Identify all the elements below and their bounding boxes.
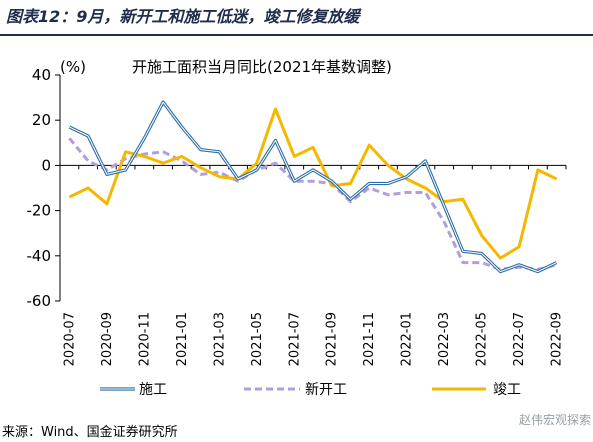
y-tick-label: 40 (32, 66, 51, 84)
legend-completions-label: 竣工 (493, 382, 521, 398)
x-tick-label: 2022-07 (512, 312, 527, 366)
watermark: 赵伟宏观探索 (518, 413, 591, 427)
y-tick-label: -40 (27, 247, 52, 265)
x-tick-label: 2021-11 (362, 312, 377, 366)
source-note: 来源：Wind、国金证券研究所 (2, 425, 178, 440)
title-divider (0, 34, 593, 36)
x-tick-label: 2021-05 (250, 312, 265, 366)
x-tick-label: 2020-09 (100, 312, 115, 366)
legend-new-starts-label: 新开工 (305, 382, 347, 398)
series-line-completions (68, 107, 558, 260)
legend-construction-label: 施工 (139, 382, 167, 398)
y-tick-label: -60 (27, 292, 52, 310)
x-tick-label: 2020-11 (137, 312, 152, 366)
x-tick-label: 2021-01 (175, 312, 190, 366)
x-tick-label: 2022-05 (475, 312, 490, 366)
series-line-construction (68, 100, 558, 274)
series-line-construction-inner (69, 101, 557, 273)
x-tick-label: 2020-07 (62, 312, 77, 366)
series-line-new-starts (68, 137, 557, 271)
x-tick-label: 2022-01 (400, 312, 415, 366)
legend: 施工 新开工 竣工 (100, 382, 521, 398)
x-tick-label: 2022-09 (550, 312, 565, 366)
x-tick-label: 2022-03 (437, 312, 452, 366)
chart-title: 开施工面积当月同比(2021年基数调整) (132, 58, 392, 76)
y-tick-label: -20 (27, 202, 52, 220)
x-tick-label: 2021-09 (325, 312, 340, 366)
chart-axes: 40 20 0 -20 -40 -60 2020-07 2020-09 2020-11 2021-… (27, 66, 567, 366)
y-tick-label: 20 (32, 111, 51, 129)
unit-label: (%) (60, 58, 86, 76)
x-tick-label: 2021-07 (287, 312, 302, 366)
y-tick-label: 0 (41, 156, 51, 174)
series-layer (68, 100, 558, 274)
x-tick-label: 2021-03 (212, 312, 227, 366)
figure-title: 图表12：9月，新开工和施工低迷，竣工修复放缓 (6, 7, 360, 26)
